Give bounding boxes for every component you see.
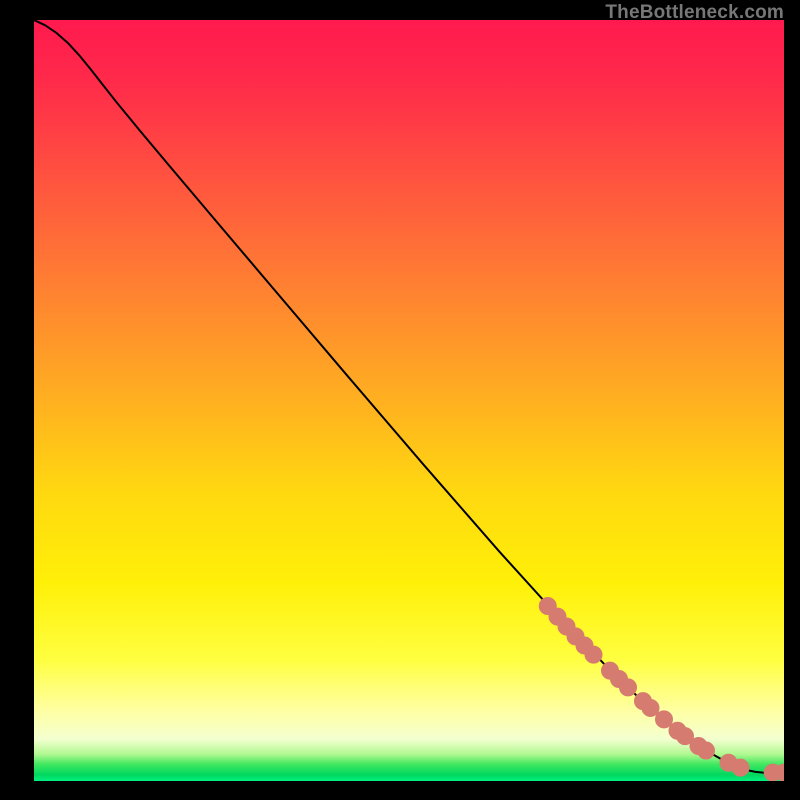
chart-container — [34, 20, 784, 781]
curve-marker — [656, 711, 673, 728]
curve-marker — [620, 679, 637, 696]
curve-marker — [732, 759, 749, 776]
chart-svg — [34, 20, 784, 781]
curve-marker — [642, 699, 659, 716]
curve-marker — [585, 646, 602, 663]
watermark-text: TheBottleneck.com — [605, 2, 784, 24]
plot-gradient-background — [34, 20, 784, 781]
curve-marker — [698, 742, 715, 759]
